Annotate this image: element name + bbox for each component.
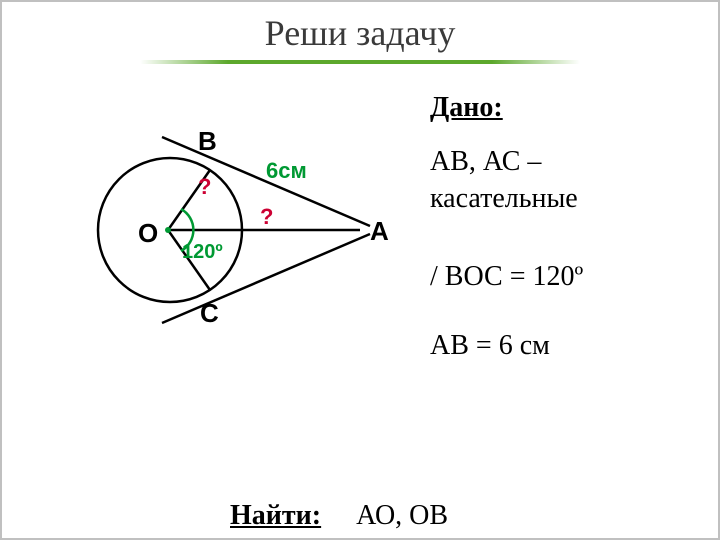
geometry-diagram: O B C A 120º ? ? 6см (50, 90, 390, 370)
label-C: C (200, 298, 219, 328)
find-spacer (328, 500, 349, 531)
qmark-OB: ? (198, 174, 211, 199)
given-label: Дано: (430, 90, 700, 126)
label-O: O (138, 218, 158, 248)
content-area: O B C A 120º ? ? 6см Дано: АВ, АС – каса… (0, 80, 720, 540)
given-block: Дано: АВ, АС – касательные / ВОС = 120º … (430, 90, 700, 364)
tangent-length: 6см (266, 158, 307, 183)
label-A: A (370, 216, 389, 246)
angle-120: 120º (182, 241, 223, 263)
given-line1: АВ, АС – (430, 144, 700, 180)
given-line2: касательные (430, 181, 700, 217)
find-row: Найти: АО, ОВ (230, 500, 710, 532)
find-label: Найти: (230, 500, 321, 531)
given-angle: / ВОС = 120º (430, 259, 700, 295)
diagram-svg: O B C A 120º ? ? 6см (50, 90, 390, 370)
given-heading: Дано: (430, 92, 503, 123)
label-B: B (198, 126, 217, 156)
given-ab: АВ = 6 см (430, 328, 700, 364)
center-dot (165, 227, 171, 233)
find-value: АО, ОВ (356, 500, 448, 531)
qmark-OA: ? (260, 204, 273, 229)
